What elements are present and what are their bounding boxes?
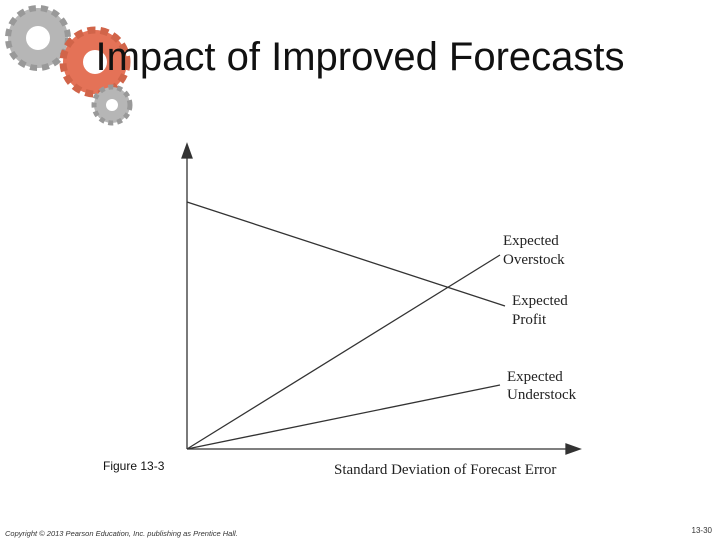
curve-label: Expected Understock bbox=[507, 369, 577, 403]
y-arrow bbox=[181, 142, 193, 159]
profit-line bbox=[186, 201, 506, 307]
slide-title: Impact of Improved Forecasts bbox=[95, 35, 624, 79]
label-line: Overstock bbox=[503, 252, 565, 268]
x-axis-label: Standard Deviation of Forecast Error bbox=[334, 462, 556, 478]
figure-caption: Figure 13-3 bbox=[103, 459, 165, 473]
label-line: Expected bbox=[512, 293, 568, 309]
x-arrow bbox=[565, 443, 582, 455]
curve-label: Expected Overstock bbox=[503, 233, 565, 268]
label-line: Expected bbox=[503, 233, 559, 249]
label-line: Expected bbox=[507, 369, 563, 385]
curve-label: Expected Profit bbox=[512, 293, 572, 328]
page-number: 13-30 bbox=[692, 526, 713, 535]
copyright: Copyright © 2013 Pearson Education, Inc.… bbox=[5, 529, 238, 538]
gear-icon bbox=[5, 5, 133, 126]
understock-line bbox=[186, 384, 501, 450]
figure bbox=[181, 142, 582, 455]
label-line: Profit bbox=[512, 312, 547, 328]
label-line: Understock bbox=[507, 387, 577, 403]
overstock-line bbox=[186, 254, 501, 450]
